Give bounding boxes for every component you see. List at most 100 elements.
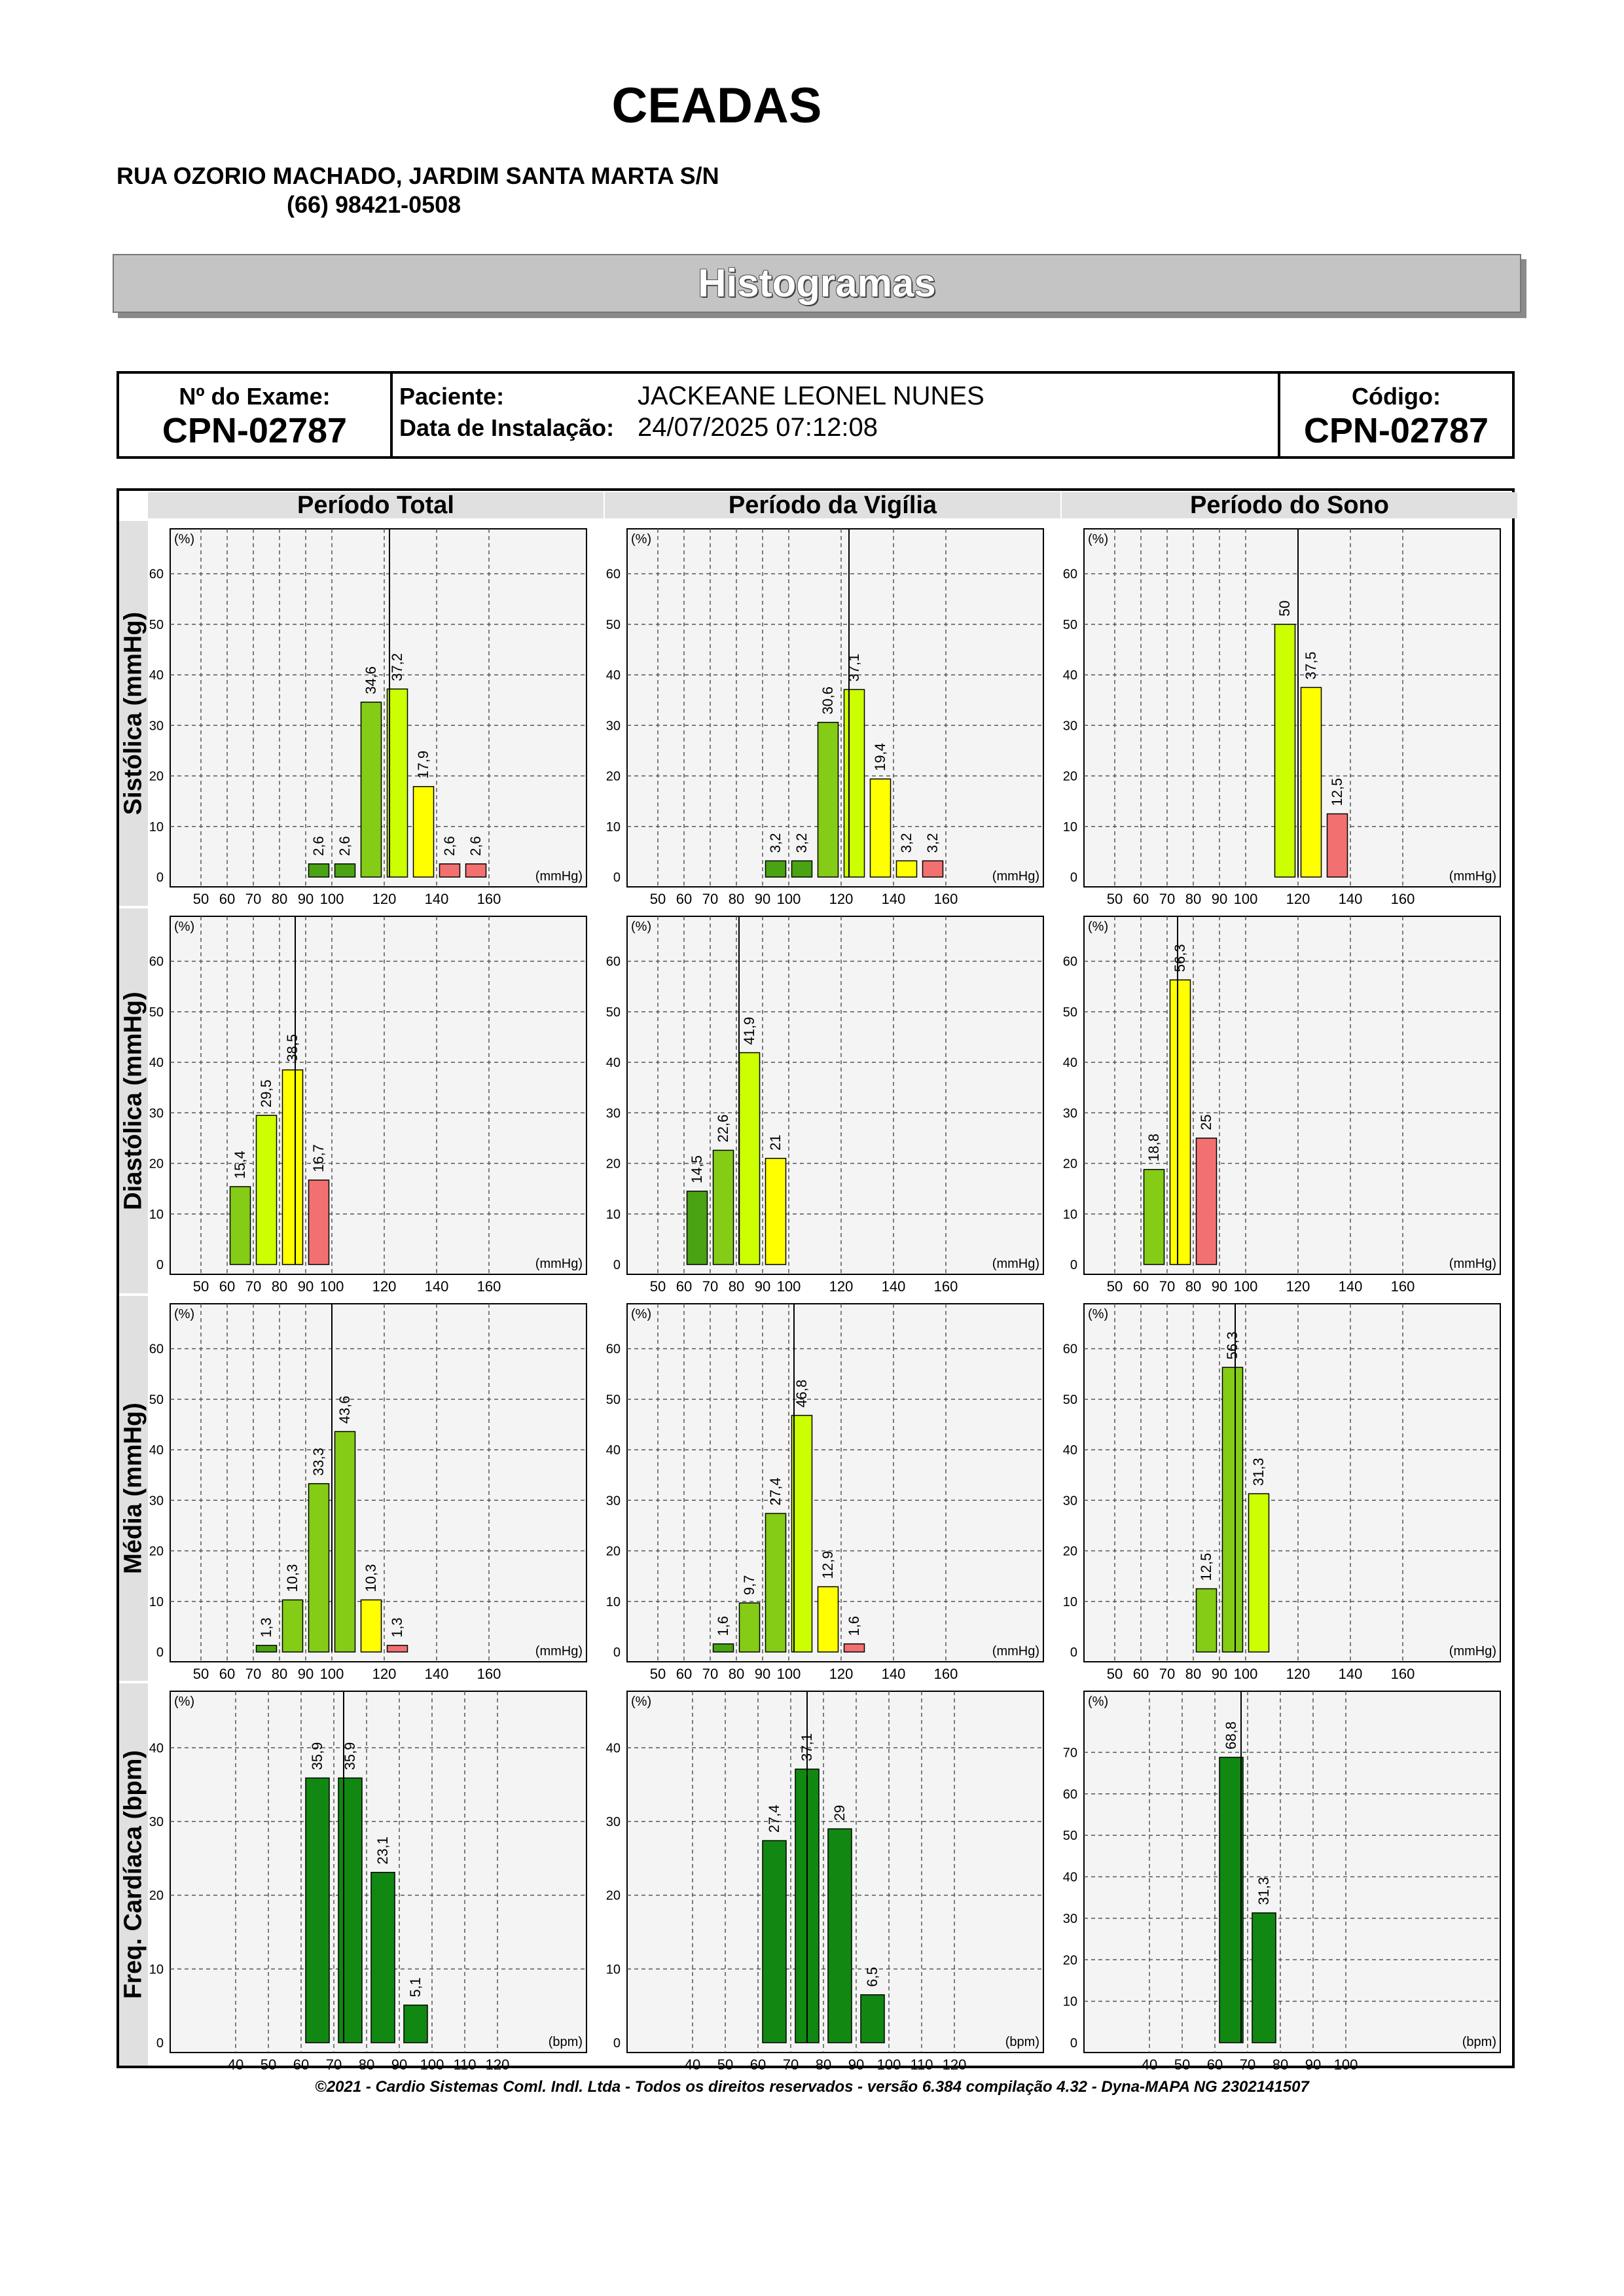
histogram-bar (712, 1149, 734, 1265)
x-tick-label: 100 (777, 891, 801, 907)
code-cell: Código: CPN-02787 (1278, 374, 1512, 456)
y-tick-label: 40 (606, 1741, 621, 1755)
bar-value-label: 41,9 (741, 1017, 757, 1045)
y-tick-label: 0 (156, 2036, 164, 2051)
x-tick-label: 50 (650, 891, 666, 907)
histogram-bar (465, 863, 487, 878)
y-axis-unit: (%) (1088, 532, 1108, 547)
y-tick-label: 0 (156, 870, 164, 885)
bar-value-label: 15,4 (232, 1151, 248, 1179)
y-tick-label: 20 (606, 1545, 621, 1559)
x-tick-label: 60 (1207, 2056, 1223, 2073)
x-tick-label: 120 (372, 1666, 397, 1682)
x-tick-label: 70 (245, 1278, 261, 1295)
x-tick-label: 120 (486, 2056, 510, 2073)
y-tick-label: 30 (1063, 1106, 1077, 1121)
y-tick-label: 50 (1063, 1005, 1077, 1020)
bar-value-label: 22,6 (715, 1115, 731, 1143)
exam-number-label: Nº do Exame: (179, 383, 331, 410)
histogram-diastolica-mmhg-periodo-da-vigilia: 0 10 20 30 40 50 60 50 60 70 80 90 100 120 140 160 (%) (m… (606, 916, 1044, 1295)
y-tick-label: 60 (1063, 1787, 1077, 1802)
y-tick-label: 60 (1063, 1342, 1077, 1357)
y-tick-label: 40 (149, 1443, 164, 1458)
x-tick-label: 60 (219, 891, 235, 907)
histogram-bar (827, 1828, 852, 2043)
footer-copyright: ©2021 - Cardio Sistemas Coml. Indl. Ltda… (315, 2078, 1309, 2096)
y-tick-label: 10 (149, 1208, 164, 1222)
x-axis-unit: (mmHg) (1449, 1644, 1496, 1659)
y-axis-unit: (%) (174, 1695, 194, 1709)
histogram-freq-cardiaca-bpm-periodo-total: 0 10 20 30 40 40 50 60 70 80 90 100 110 120 (%) (bpm) 35… (149, 1691, 587, 2073)
y-axis-unit: (%) (1088, 1307, 1108, 1321)
x-axis-unit: (mmHg) (1449, 869, 1496, 884)
x-tick-label: 80 (272, 1278, 287, 1295)
histogram-bar (281, 1069, 304, 1265)
y-tick-label: 60 (149, 955, 164, 969)
bar-value-label: 37,1 (799, 1733, 815, 1761)
code-value: CPN-02787 (1303, 411, 1489, 450)
histogram-bar (281, 1599, 304, 1653)
clinic-address: RUA OZORIO MACHADO, JARDIM SANTA MARTA S… (117, 162, 719, 189)
x-axis-unit: (bpm) (1005, 2035, 1039, 2049)
x-tick-label: 60 (1133, 891, 1149, 907)
bar-value-label: 12,5 (1329, 778, 1345, 806)
row-header-freq: Freq. Cardíaca (bpm) (119, 1683, 148, 2066)
y-tick-label: 20 (1063, 1953, 1077, 1967)
bar-value-label: 6,5 (864, 1967, 880, 1987)
x-tick-label: 90 (848, 2056, 864, 2073)
bar-value-label: 31,3 (1255, 1877, 1272, 1905)
histogram-grid (117, 488, 1515, 2068)
x-tick-label: 60 (293, 2056, 309, 2073)
x-tick-label: 140 (882, 1278, 906, 1295)
bar-value-label: 5,1 (407, 1977, 424, 1998)
histogram-media-mmhg-periodo-da-vigilia: 0 10 20 30 40 50 60 50 60 70 80 90 100 120 140 160 (%) (m… (606, 1303, 1044, 1682)
x-tick-label: 160 (934, 1278, 958, 1295)
bar-value-label: 33,3 (310, 1448, 327, 1476)
x-tick-label: 50 (261, 2056, 276, 2073)
x-tick-label: 90 (1212, 1666, 1227, 1682)
histogram-bar (817, 721, 839, 878)
x-tick-label: 110 (910, 2056, 933, 2073)
y-tick-label: 50 (149, 1005, 164, 1020)
histogram-bar (869, 778, 892, 878)
histogram-freq-cardiaca-bpm-periodo-da-vigilia: 0 10 20 30 40 40 50 60 70 80 90 100 110 120 (%) (bpm) 27… (606, 1691, 1044, 2073)
x-axis-unit: (mmHg) (535, 1644, 583, 1659)
histogram-bar (686, 1191, 708, 1265)
y-tick-label: 40 (149, 668, 164, 683)
bar-value-label: 56,3 (1224, 1331, 1240, 1359)
y-tick-label: 60 (1063, 567, 1077, 582)
bar-value-label: 2,6 (441, 836, 458, 856)
histogram-bar (1219, 1757, 1244, 2043)
y-tick-label: 20 (606, 770, 621, 784)
x-tick-label: 120 (829, 891, 854, 907)
histogram-bar (860, 1994, 885, 2043)
x-tick-label: 40 (1142, 2056, 1157, 2073)
column-header-sono: Período do Sono (1062, 492, 1517, 518)
x-tick-label: 90 (755, 1666, 770, 1682)
bar-value-label: 1,6 (846, 1616, 862, 1636)
section-banner: Histogramas (113, 254, 1521, 313)
install-date-label: Data de Instalação: (399, 414, 615, 441)
x-tick-label: 70 (326, 2056, 342, 2073)
histogram-bar (403, 2004, 428, 2043)
bar-value-label: 30,6 (820, 687, 836, 715)
x-tick-label: 160 (1391, 1666, 1415, 1682)
x-tick-label: 90 (298, 1278, 314, 1295)
y-tick-label: 10 (1063, 820, 1077, 834)
x-tick-label: 70 (1159, 891, 1175, 907)
histogram-bar (765, 860, 787, 878)
y-tick-label: 10 (1063, 1995, 1077, 2009)
histogram-bar (765, 1158, 787, 1265)
histogram-bar (1195, 1138, 1218, 1265)
row-header-media: Média (mmHg) (119, 1296, 148, 1681)
bar-value-label: 19,4 (872, 743, 888, 771)
x-tick-label: 80 (1185, 1278, 1201, 1295)
bar-value-label: 27,4 (767, 1478, 784, 1506)
x-tick-label: 60 (676, 1666, 692, 1682)
exam-number-value: CPN-02787 (162, 411, 348, 450)
x-tick-label: 120 (372, 891, 397, 907)
y-axis-unit: (%) (174, 532, 194, 547)
histogram-bar (843, 1643, 865, 1653)
y-axis-unit: (%) (174, 1307, 194, 1321)
exam-number-cell: Nº do Exame: CPN-02787 (119, 374, 393, 456)
